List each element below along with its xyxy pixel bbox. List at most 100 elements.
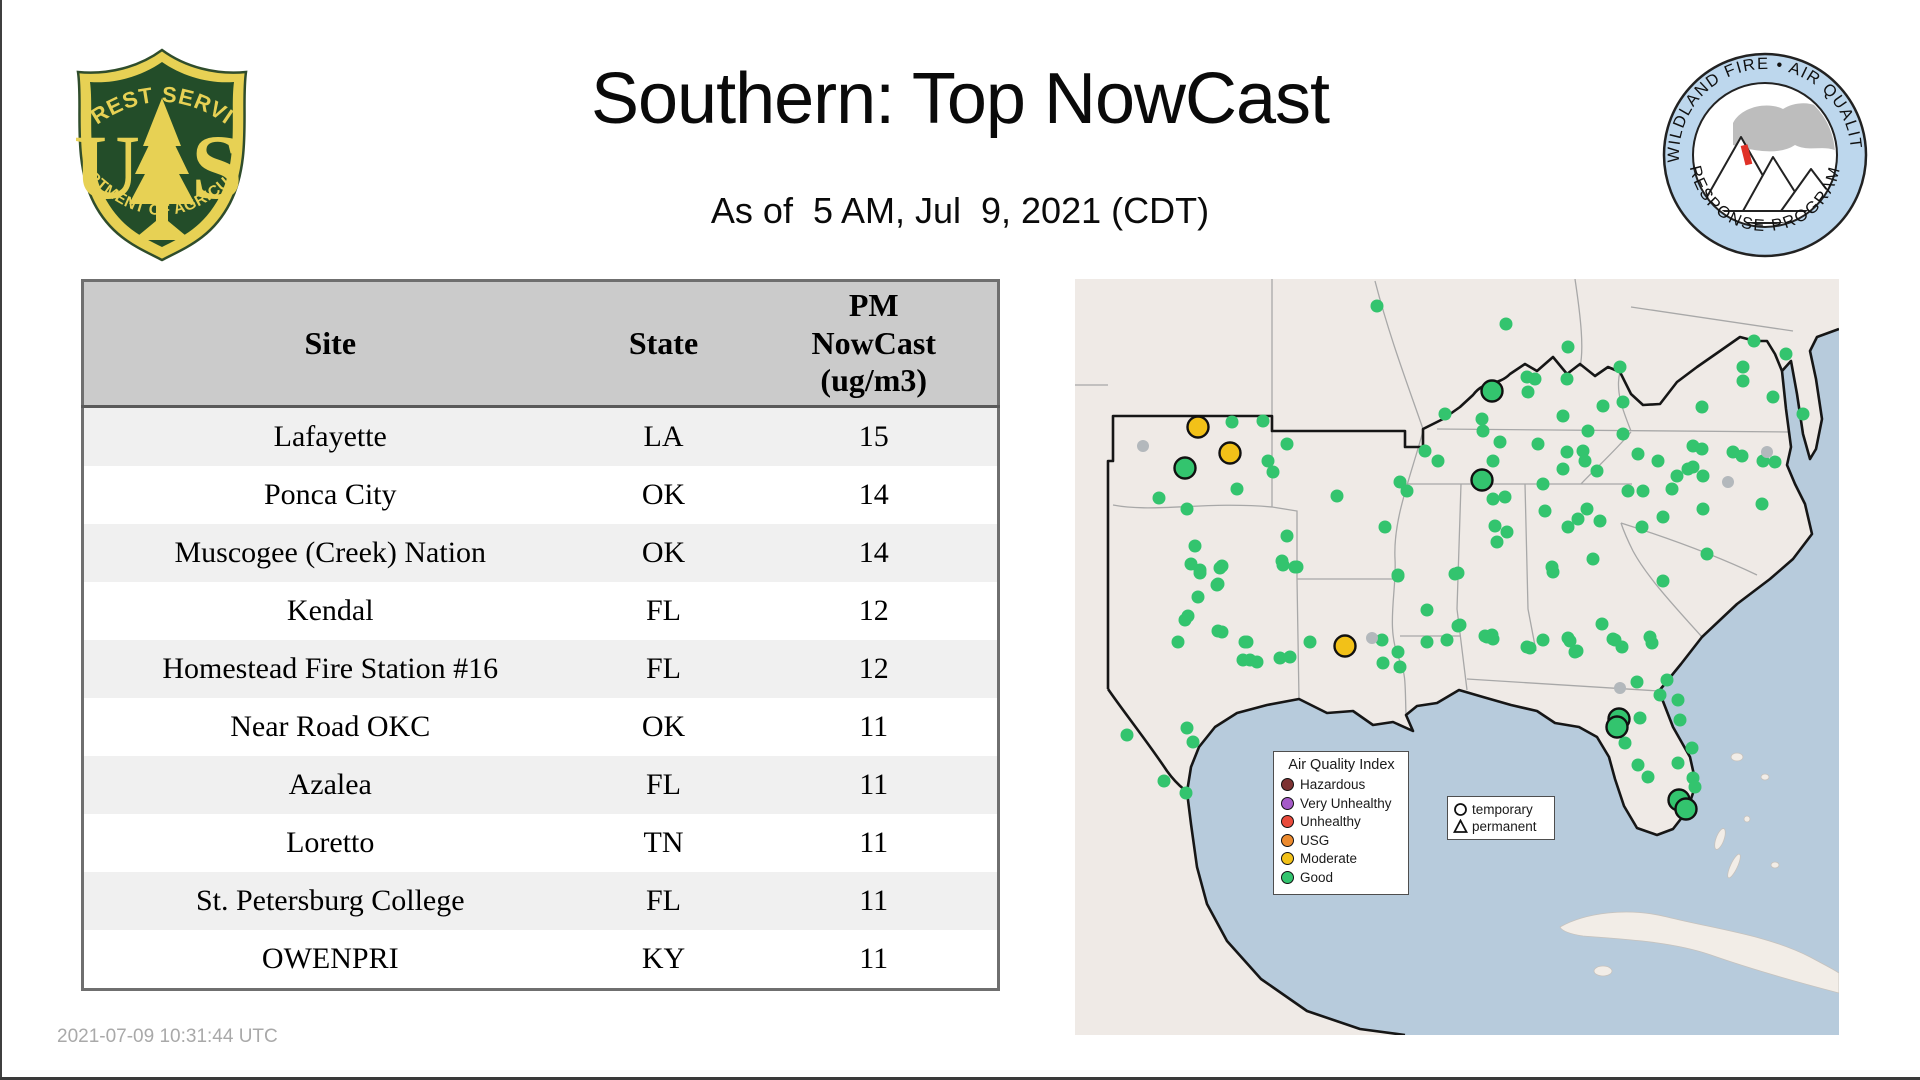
monitor-dot — [1378, 520, 1392, 534]
monitor-dot — [1210, 578, 1224, 592]
top-site-marker — [1218, 441, 1242, 465]
monitor-dots — [1120, 299, 1810, 800]
aqi-legend-item: Very Unhealthy — [1281, 796, 1402, 811]
monitor-dot — [1225, 415, 1239, 429]
table-row: Kendal FL 12 — [82, 582, 999, 640]
islands — [1559, 752, 1839, 994]
monitor-dot — [1193, 566, 1207, 580]
monitor-dot — [1766, 390, 1780, 404]
inactive-monitor-dots — [1137, 440, 1773, 694]
aqi-color-dot-icon — [1281, 778, 1294, 791]
monitor-dot — [1670, 469, 1684, 483]
monitor-dot — [1578, 454, 1592, 468]
monitor-dot — [1488, 519, 1502, 533]
pm-cell: 15 — [858, 420, 889, 453]
monitor-dot — [1451, 619, 1465, 633]
monitor-dot — [1630, 675, 1644, 689]
monitor-dot — [1191, 590, 1205, 604]
monitor-dot — [1521, 385, 1535, 399]
table-row: St. Petersburg College FL 11 — [82, 872, 999, 930]
monitor-dot — [1736, 360, 1750, 374]
monitor-dot — [1586, 552, 1600, 566]
site-cell: Muscogee (Creek) Nation — [174, 536, 487, 569]
page-subtitle: As of 5 AM, Jul 9, 2021 (CDT) — [710, 190, 1210, 231]
page-title: Southern: Top NowCast — [590, 59, 1330, 139]
monitor-dot — [1230, 482, 1244, 496]
monitor-dot — [1615, 640, 1629, 654]
monitor-dot — [1280, 437, 1294, 451]
symbol-legend-temporary: temporary — [1453, 801, 1549, 818]
wfaqrp-logo: WILDLAND FIRE • AIR QUALITY RESPONSE PRO… — [1659, 49, 1868, 258]
monitor-dot — [1486, 454, 1500, 468]
top-site-marker — [1333, 634, 1357, 658]
top-nowcast-table: Site State PM NowCast (ug/m3) Lafayette L… — [81, 279, 1000, 991]
inactive-dot — [1761, 446, 1773, 458]
monitor-dot — [1688, 780, 1702, 794]
aqi-legend-label: Moderate — [1300, 851, 1358, 866]
table-row: Muscogee (Creek) Nation OK 14 — [82, 524, 999, 582]
monitor-dot — [1493, 435, 1507, 449]
monitor-dot — [1561, 520, 1575, 534]
monitor-dot — [1171, 635, 1185, 649]
region-border-north — [1106, 335, 1784, 689]
fs-letter-s: S — [191, 116, 242, 218]
inactive-dot — [1722, 476, 1734, 488]
symbol-label: permanent — [1472, 819, 1537, 834]
generated-timestamp: 2021-07-09 10:31:44 UTC — [57, 1026, 278, 1047]
monitor-dot — [1768, 455, 1782, 469]
aqi-legend-item: Moderate — [1281, 851, 1402, 866]
site-cell: Loretto — [286, 826, 375, 859]
monitor-dot — [1695, 442, 1709, 456]
monitor-dot — [1755, 497, 1769, 511]
monitor-dot — [1370, 299, 1384, 313]
aqi-color-dot-icon — [1281, 833, 1294, 847]
monitor-dot — [1520, 640, 1534, 654]
inactive-dot — [1137, 440, 1149, 452]
site-cell: Lafayette — [273, 420, 387, 453]
pm-cell: 12 — [858, 594, 889, 627]
monitor-dot — [1375, 633, 1389, 647]
monitor-dot — [1538, 504, 1552, 518]
monitor-dot — [1490, 535, 1504, 549]
monitor-dot — [1665, 482, 1679, 496]
table-row: Ponca City OK 14 — [82, 466, 999, 524]
monitor-dot — [1438, 407, 1452, 421]
map-container: Air Quality Index Hazardous Very Unhealth… — [1075, 279, 1839, 1035]
monitor-dot — [1498, 490, 1512, 504]
top-site-marker — [1605, 715, 1629, 739]
monitor-dot — [1581, 424, 1595, 438]
monitor-dot — [1240, 635, 1254, 649]
monitor-dot — [1618, 736, 1632, 750]
table-row: Homestead Fire Station #16 FL 12 — [82, 640, 999, 698]
table-row: Azalea FL 11 — [82, 756, 999, 814]
monitor-dot — [1266, 465, 1280, 479]
pm-cell: 11 — [859, 826, 889, 859]
aqi-color-dot-icon — [1281, 852, 1294, 865]
monitor-dot — [1536, 477, 1550, 491]
monitor-dot — [1180, 721, 1194, 735]
monitor-dot — [1700, 547, 1714, 561]
aqi-legend-item: Hazardous — [1281, 777, 1402, 792]
aqi-legend-label: USG — [1300, 832, 1330, 848]
monitor-dot — [1186, 735, 1200, 749]
monitor-dot — [1330, 489, 1344, 503]
top-site-markers — [1173, 379, 1698, 821]
monitor-dot — [1596, 399, 1610, 413]
monitor-dot — [1420, 635, 1434, 649]
monitor-dot — [1593, 514, 1607, 528]
monitor-dot — [1695, 400, 1709, 414]
monitor-dot — [1645, 636, 1659, 650]
aqi-legend-item: Good — [1281, 870, 1402, 885]
table-header-row: Site State PM NowCast (ug/m3) — [82, 280, 999, 408]
monitor-dot — [1180, 502, 1194, 516]
monitor-dot — [1280, 529, 1294, 543]
monitor-dot — [1656, 574, 1670, 588]
state-cell: LA — [643, 420, 684, 453]
state-cell: OK — [641, 478, 686, 511]
monitor-dot — [1560, 372, 1574, 386]
pm-cell: 14 — [858, 478, 889, 511]
state-cell: KY — [641, 942, 686, 975]
state-cell: FL — [645, 594, 681, 627]
monitor-dot — [1420, 603, 1434, 617]
monitor-dot — [1178, 613, 1192, 627]
